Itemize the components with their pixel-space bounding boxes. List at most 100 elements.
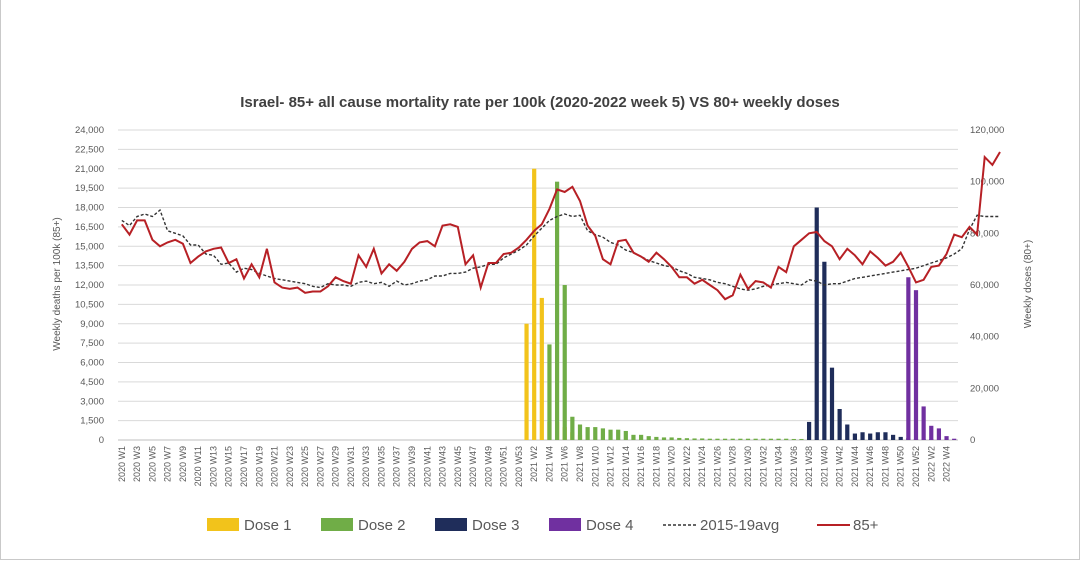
x-tick-label: 2020 W11 xyxy=(193,446,203,486)
x-tick-label: 2020 W53 xyxy=(514,446,524,487)
y-left-tick-label: 16,500 xyxy=(75,222,104,233)
dose-2-bar xyxy=(684,438,690,440)
legend-label-dose-2: Dose 2 xyxy=(358,517,406,534)
x-tick-label: 2021 W44 xyxy=(850,446,860,487)
x-tick-label: 2020 W3 xyxy=(132,446,142,482)
y-left-tick-label: 24,000 xyxy=(75,125,104,136)
x-tick-label: 2021 W52 xyxy=(911,446,921,487)
dose-3-bar xyxy=(868,433,873,440)
y-axis-right-label: Weekly doses (80+) xyxy=(1023,240,1034,328)
dose-4-bar xyxy=(952,438,957,440)
dose-2-bar xyxy=(631,434,636,440)
y-left-tick-label: 19,500 xyxy=(75,183,104,194)
dose-2-bar xyxy=(761,438,766,440)
x-tick-label: 2020 W41 xyxy=(422,446,432,487)
x-tick-label: 2021 W26 xyxy=(713,446,723,487)
avg-2015-19-line xyxy=(121,208,1000,291)
x-tick-label: 2021 W20 xyxy=(667,446,677,487)
dose-2-bar xyxy=(722,438,728,440)
y-right-tick-label: 60,000 xyxy=(970,280,999,291)
x-tick-label: 2021 W22 xyxy=(682,446,692,487)
dose-2-bar xyxy=(745,438,751,440)
y-left-tick-label: 0 xyxy=(99,435,104,446)
legend-swatch-dose-2 xyxy=(321,518,353,531)
x-tick-label: 2022 W2 xyxy=(926,446,936,482)
dose-2-bar xyxy=(554,181,560,440)
dose-3-bar xyxy=(845,424,850,440)
y-left-tick-label: 3,000 xyxy=(80,396,104,407)
dose-2-bar xyxy=(707,438,712,440)
legend-label-dose-4: Dose 4 xyxy=(586,517,634,534)
x-tick-label: 2020 W35 xyxy=(377,446,387,487)
legend-swatch-dose-1 xyxy=(207,518,239,531)
dose-2-bar xyxy=(738,438,743,440)
x-tick-label: 2020 W1 xyxy=(117,446,127,482)
x-tick-label: 2021 W16 xyxy=(636,446,646,487)
x-tick-label: 2020 W9 xyxy=(178,446,188,482)
x-tick-label: 2020 W37 xyxy=(392,446,402,487)
dose-3-bar xyxy=(829,367,835,440)
x-tick-label: 2021 W2 xyxy=(529,446,539,482)
x-tick-label: 2020 W49 xyxy=(483,446,493,487)
dose-2-bar xyxy=(715,438,720,440)
x-tick-label: 2021 W24 xyxy=(697,446,707,487)
y-right-tick-label: 80,000 xyxy=(970,228,999,239)
y-left-tick-label: 18,000 xyxy=(75,203,104,214)
x-tick-label: 2020 W7 xyxy=(163,446,173,482)
dose-2-bar xyxy=(608,429,613,440)
dose-3-bar xyxy=(890,434,896,440)
dose-2-bar xyxy=(570,416,575,440)
legend-label-dose-3: Dose 3 xyxy=(472,517,520,534)
legend: Dose 1 Dose 2 Dose 3 Dose 4 2015-19avg 8… xyxy=(207,517,879,534)
dose-2-bar xyxy=(577,424,583,440)
dose-2-bar xyxy=(593,427,598,440)
y-left-tick-label: 1,500 xyxy=(80,416,104,427)
dose-2-bar xyxy=(669,437,674,440)
y-axis-left-label: Weekly deaths per 100k (85+) xyxy=(52,217,63,351)
dose-1-bar xyxy=(532,168,537,440)
dose-2-bar xyxy=(799,438,804,440)
y-left-tick-label: 10,500 xyxy=(75,299,104,310)
y-axis-right-ticks: 0 20,000 40,000 60,000 80,000 100,000 120,000 xyxy=(970,125,1004,446)
chart-title: Israel- 85+ all cause mortality rate per… xyxy=(240,94,840,111)
dose-2-bar xyxy=(784,438,789,440)
x-tick-label: 2021 W12 xyxy=(606,446,616,487)
y-axis-left-ticks: 0 1,500 3,000 4,500 6,000 7,500 9,000 10,500 12,… xyxy=(75,125,104,446)
dose-2-bar xyxy=(791,438,796,440)
y-left-tick-label: 15,000 xyxy=(75,241,104,252)
x-tick-label: 2020 W25 xyxy=(300,446,310,487)
y-left-tick-label: 21,000 xyxy=(75,164,104,175)
x-tick-label: 2020 W21 xyxy=(270,446,280,487)
legend-swatch-dose-3 xyxy=(435,518,467,531)
x-tick-label: 2020 W29 xyxy=(331,446,341,487)
dose-2-bar xyxy=(585,427,590,440)
dose-4-bar xyxy=(936,428,942,440)
dose-2-bar xyxy=(562,285,567,440)
dose-2-bar xyxy=(700,438,705,440)
dose-2-bar xyxy=(753,438,758,440)
dose-4-bar xyxy=(921,406,926,440)
x-tick-label: 2020 W47 xyxy=(468,446,478,487)
x-tick-label: 2021 W40 xyxy=(819,446,829,487)
x-tick-label: 2020 W31 xyxy=(346,446,356,487)
dose-3-bar xyxy=(860,432,865,440)
x-tick-label: 2020 W19 xyxy=(254,446,264,487)
dose-1-bar xyxy=(539,297,544,440)
x-tick-label: 2020 W15 xyxy=(224,446,234,487)
y-left-tick-label: 22,500 xyxy=(75,144,104,155)
x-tick-label: 2021 W50 xyxy=(896,446,906,487)
x-tick-label: 2021 W10 xyxy=(590,446,600,487)
dose-2-bar xyxy=(600,428,606,440)
legend-label-dose-1: Dose 1 xyxy=(244,517,292,534)
x-tick-label: 2020 W45 xyxy=(453,446,463,487)
x-tick-label: 2021 W14 xyxy=(621,446,631,487)
x-tick-label: 2021 W6 xyxy=(560,446,570,482)
x-tick-label: 2020 W51 xyxy=(499,446,509,487)
y-left-tick-label: 6,000 xyxy=(80,358,104,369)
dose-3-bar xyxy=(875,432,880,440)
dose-4-bar xyxy=(906,277,911,440)
x-axis-ticks: 2020 W1 2020 W3 2020 W5 2020 W7 2020 W9 2020 … xyxy=(117,446,952,487)
line-series xyxy=(120,151,1001,301)
dose-2-bar xyxy=(677,437,682,440)
